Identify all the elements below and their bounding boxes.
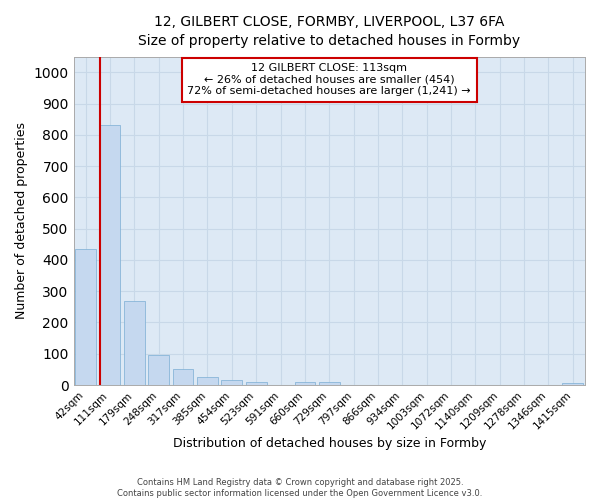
Bar xyxy=(295,382,315,385)
Bar xyxy=(319,382,340,385)
Bar xyxy=(173,370,193,385)
Y-axis label: Number of detached properties: Number of detached properties xyxy=(15,122,28,320)
X-axis label: Distribution of detached houses by size in Formby: Distribution of detached houses by size … xyxy=(173,437,486,450)
Bar xyxy=(562,382,583,385)
Title: 12, GILBERT CLOSE, FORMBY, LIVERPOOL, L37 6FA
Size of property relative to detac: 12, GILBERT CLOSE, FORMBY, LIVERPOOL, L3… xyxy=(138,15,520,48)
Bar xyxy=(221,380,242,385)
Bar xyxy=(197,377,218,385)
Bar xyxy=(76,248,96,385)
Bar xyxy=(100,126,121,385)
Bar xyxy=(124,300,145,385)
Text: Contains HM Land Registry data © Crown copyright and database right 2025.
Contai: Contains HM Land Registry data © Crown c… xyxy=(118,478,482,498)
Bar xyxy=(148,356,169,385)
Text: 12 GILBERT CLOSE: 113sqm
← 26% of detached houses are smaller (454)
72% of semi-: 12 GILBERT CLOSE: 113sqm ← 26% of detach… xyxy=(187,63,471,96)
Bar xyxy=(246,382,266,385)
